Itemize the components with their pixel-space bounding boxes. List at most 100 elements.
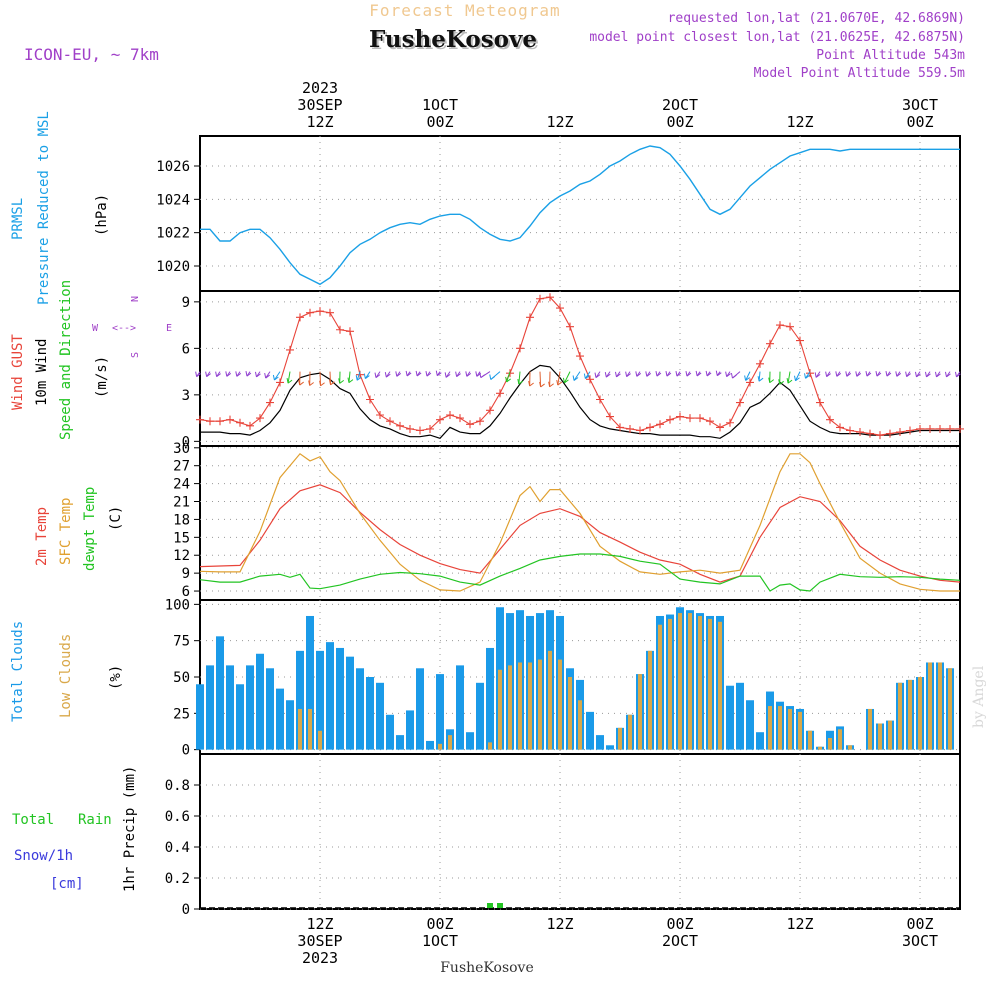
wind-arrow-head bbox=[865, 371, 872, 377]
wind10m-line bbox=[200, 364, 960, 439]
gust-marker bbox=[446, 411, 454, 419]
low-cloud-bar bbox=[658, 624, 662, 750]
wind-unit: (m/s) bbox=[94, 356, 110, 398]
gust-marker bbox=[636, 426, 644, 435]
wind-arrow-head bbox=[195, 371, 201, 378]
rain-bar bbox=[497, 903, 503, 908]
gust-marker bbox=[266, 398, 274, 407]
time-label: 12Z bbox=[546, 915, 573, 933]
gust-marker bbox=[646, 423, 654, 432]
wind-arrow-head bbox=[814, 372, 821, 378]
gust-marker bbox=[376, 411, 384, 419]
location-title: FusheKosove bbox=[369, 26, 537, 53]
wind-arrow-head bbox=[695, 370, 702, 377]
low-cloud-bar bbox=[648, 650, 652, 750]
wind-arrow-head bbox=[444, 372, 451, 378]
total-cloud-bar bbox=[296, 650, 304, 750]
low-cloud-bar bbox=[568, 677, 572, 750]
gust-marker bbox=[606, 412, 614, 421]
wind-arrow-head bbox=[374, 372, 381, 378]
wind-arrow-head bbox=[604, 372, 611, 378]
gust-marker bbox=[536, 294, 544, 303]
wind-arrow-head bbox=[924, 371, 931, 378]
total-cloud-bar bbox=[726, 685, 734, 750]
total-cloud-bar bbox=[346, 656, 354, 750]
gust-marker bbox=[586, 375, 594, 384]
wind-arrow-head bbox=[583, 373, 590, 379]
low-cloud-bar bbox=[558, 659, 562, 750]
wind-arrow-head bbox=[954, 371, 961, 378]
wind-arrow bbox=[348, 371, 351, 383]
precip-snow-label: Snow/1h bbox=[14, 848, 73, 864]
total-cloud-bar bbox=[236, 684, 244, 750]
y-tick-label: 75 bbox=[173, 634, 190, 650]
gust-marker bbox=[306, 308, 314, 317]
y-tick-label: 1022 bbox=[156, 226, 190, 242]
wind-gust-label: Wind GUST bbox=[10, 334, 26, 410]
gust-marker bbox=[876, 431, 884, 440]
low-cloud-bar bbox=[628, 714, 632, 750]
y-tick-label: 18 bbox=[173, 512, 190, 528]
wind-arrow-head bbox=[594, 372, 601, 378]
low-cloud-bar bbox=[938, 662, 942, 750]
wind-arrow-head bbox=[215, 371, 221, 378]
low-cloud-bar bbox=[678, 613, 682, 750]
product-title: Forecast Meteogram bbox=[369, 1, 560, 20]
gust-marker bbox=[766, 339, 774, 348]
gust-marker bbox=[696, 414, 704, 423]
wind-arrow-head bbox=[934, 371, 941, 378]
gust-marker bbox=[216, 417, 224, 426]
gust-marker bbox=[516, 344, 524, 353]
gust-marker bbox=[596, 395, 604, 404]
wind-panel-frame bbox=[199, 290, 961, 447]
wind-arrow-head bbox=[205, 371, 211, 378]
gust-marker bbox=[466, 420, 474, 429]
gust-marker bbox=[566, 322, 574, 331]
low-cloud-bar bbox=[898, 682, 902, 750]
wind-arrow-head bbox=[539, 381, 545, 388]
gust-marker bbox=[556, 304, 564, 313]
temp-2m-label: 2m Temp bbox=[34, 507, 50, 566]
gust-marker bbox=[796, 336, 804, 345]
requested-coords: requested lon,lat (21.0670E, 42.6869N) bbox=[668, 11, 965, 26]
clouds-bars bbox=[196, 607, 954, 750]
y-tick-label: 12 bbox=[173, 548, 190, 564]
wind-arrow-head bbox=[730, 372, 737, 379]
y-tick-label: 1026 bbox=[156, 159, 190, 175]
temp2m-line bbox=[199, 484, 961, 583]
total-cloud-bar bbox=[246, 665, 254, 750]
y-tick-label: 0.4 bbox=[165, 840, 190, 856]
gust-marker bbox=[866, 429, 874, 438]
temp-dew-label: dewpt Temp bbox=[82, 487, 98, 571]
wind-arrow-head bbox=[905, 371, 911, 378]
gust-marker bbox=[496, 389, 504, 398]
time-label: 12Z bbox=[786, 915, 813, 933]
gust-line bbox=[199, 296, 960, 436]
wind-arrow-head bbox=[635, 371, 642, 377]
wind-arrow-head bbox=[489, 374, 496, 380]
wind-arrow-head bbox=[855, 371, 862, 377]
wind-arrow-head bbox=[363, 373, 370, 379]
wind-arrow-head bbox=[528, 380, 534, 387]
total-cloud-bar bbox=[316, 650, 324, 750]
pressure-label-prmsl: PRMSL bbox=[10, 198, 26, 240]
model-altitude: Model Point Altitude 559.5m bbox=[754, 66, 965, 81]
gust-marker bbox=[716, 423, 724, 432]
wind-arrow-head bbox=[614, 371, 621, 378]
wind-arrow-head bbox=[705, 370, 712, 377]
compass-n: N bbox=[130, 296, 141, 302]
wind-arrow-head bbox=[675, 371, 682, 377]
wind-arrow-head bbox=[786, 378, 793, 384]
y-tick-label: 0 bbox=[182, 434, 190, 450]
wind-arrow-head bbox=[804, 373, 810, 379]
compass-arrows: <--> bbox=[112, 323, 136, 334]
total-cloud-bar bbox=[606, 745, 614, 750]
wind-arrow-head bbox=[347, 377, 354, 384]
wind-arrow-head bbox=[264, 372, 270, 379]
location-title-shadow: FusheKosove bbox=[371, 28, 539, 55]
low-cloud-bar bbox=[878, 723, 882, 750]
low-cloud-bar bbox=[868, 708, 872, 750]
gust-marker bbox=[806, 369, 814, 378]
wind-arrow-head bbox=[415, 370, 422, 377]
gust-marker bbox=[246, 421, 254, 430]
